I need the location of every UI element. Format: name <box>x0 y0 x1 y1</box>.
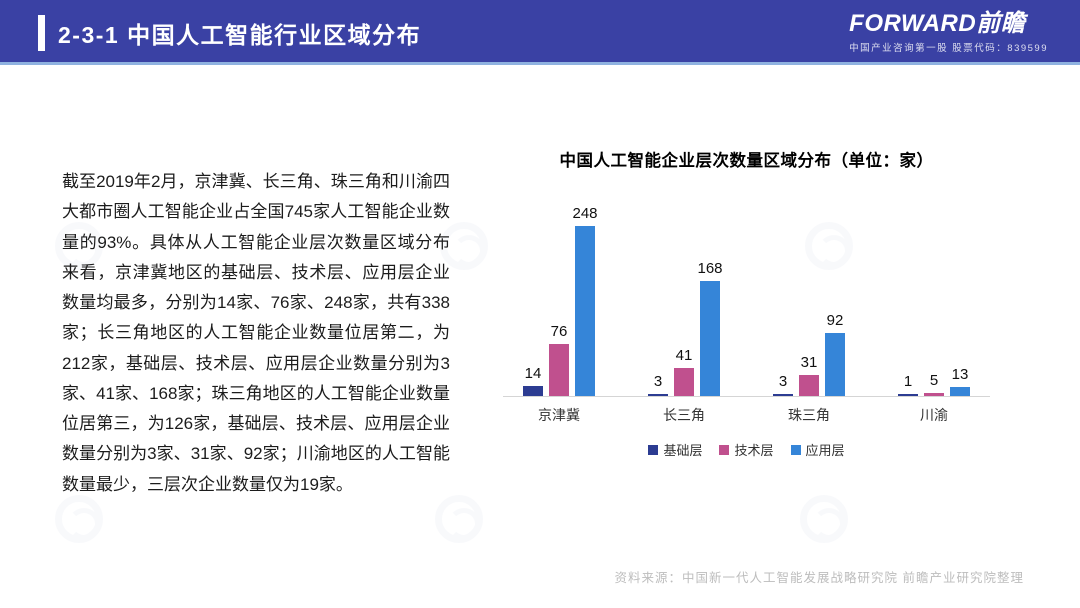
bar: 31 <box>799 354 819 396</box>
category-label: 长三角 <box>663 407 705 423</box>
bar-value-label: 13 <box>951 366 969 383</box>
title-block: 2-3-1 中国人工智能行业区域分布 <box>38 0 421 65</box>
brand-tagline: 中国产业咨询第一股 股票代码：839599 <box>849 43 1048 55</box>
plot-area: 14 76 248 3 41 168 3 31 92 1 5 13 <box>503 197 990 397</box>
source-note: 资料来源：中国新一代人工智能发展战略研究院 前瞻产业研究院整理 <box>614 571 1024 585</box>
legend-item: 基础层 <box>648 440 702 459</box>
legend-label: 应用层 <box>805 443 845 458</box>
chart-title: 中国人工智能企业层次数量区域分布（单位：家） <box>559 152 934 170</box>
legend-swatch <box>790 444 801 455</box>
bar: 13 <box>950 366 970 396</box>
legend-item: 技术层 <box>719 440 774 459</box>
bar: 76 <box>549 323 569 396</box>
bar: 168 <box>697 260 723 396</box>
legend-label: 技术层 <box>734 443 774 458</box>
bar: 14 <box>523 365 543 396</box>
category-label: 珠三角 <box>788 407 830 423</box>
bar-value-label: 92 <box>826 312 844 329</box>
body-paragraph: 截至2019年2月，京津冀、长三角、珠三角和川渝四大都市圈人工智能企业占全国74… <box>62 172 450 494</box>
bar: 5 <box>924 372 944 396</box>
brand-block: FORWARD前瞻 中国产业咨询第一股 股票代码：839599 <box>849 10 1048 55</box>
legend-label: 基础层 <box>663 443 703 458</box>
legend-swatch <box>648 444 659 455</box>
bar-value-label: 248 <box>572 205 598 222</box>
watermark-icon <box>55 495 103 543</box>
bar: 92 <box>825 312 845 396</box>
brand-logo: FORWARD前瞻 <box>849 10 1026 37</box>
legend-swatch <box>719 444 730 455</box>
legend-item: 应用层 <box>790 440 845 459</box>
bar-value-label: 41 <box>675 347 693 364</box>
title-accent-bar <box>38 14 45 51</box>
bar-value-label: 3 <box>778 373 788 390</box>
header-bar: 2-3-1 中国人工智能行业区域分布 FORWARD前瞻 中国产业咨询第一股 股… <box>0 0 1080 65</box>
bar-value-label: 3 <box>653 373 663 390</box>
bar-group: 3 31 92 <box>773 312 845 396</box>
page-title: 2-3-1 中国人工智能行业区域分布 <box>58 21 422 48</box>
legend: 基础层 技术层 应用层 <box>503 440 990 459</box>
category-label: 川渝 <box>920 407 948 423</box>
bar-chart: 中国人工智能企业层次数量区域分布（单位：家） 14 76 248 3 41 168 3 31 9… <box>503 147 990 459</box>
bar-value-label: 1 <box>903 373 913 390</box>
bar: 41 <box>674 347 694 396</box>
bar-group: 3 41 168 <box>648 260 723 396</box>
bar: 3 <box>773 373 793 396</box>
category-label: 京津冀 <box>538 407 580 423</box>
bar: 1 <box>898 373 918 396</box>
bar-group: 1 5 13 <box>898 366 970 396</box>
bar-group: 14 76 248 <box>523 205 598 396</box>
bar-value-label: 76 <box>550 323 568 340</box>
bar-value-label: 31 <box>800 354 818 371</box>
bar-value-label: 5 <box>929 372 939 389</box>
bar: 248 <box>572 205 598 396</box>
watermark-icon <box>435 495 483 543</box>
bar: 3 <box>648 373 668 396</box>
bar-value-label: 14 <box>524 365 542 382</box>
category-row: 京津冀 长三角 珠三角 川渝 <box>503 405 990 425</box>
watermark-icon <box>800 495 848 543</box>
bar-value-label: 168 <box>697 260 723 277</box>
